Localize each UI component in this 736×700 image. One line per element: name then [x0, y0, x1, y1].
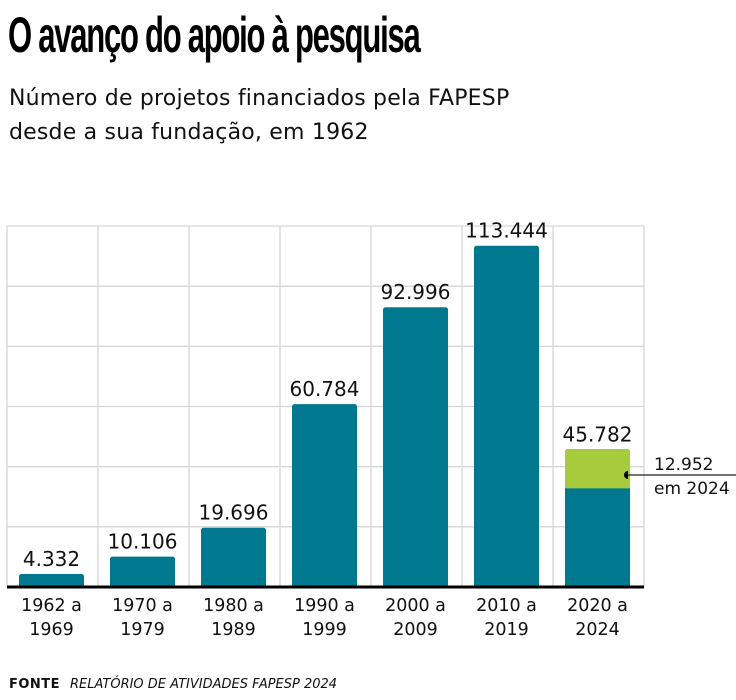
value-labels: 4.332 10.106 19.696 60.784 92.996 113.444 45.7…	[23, 219, 633, 571]
annotation-text: em 2024	[654, 479, 730, 499]
source-text: RELATÓRIO DE ATIVIDADES FAPESP 2024	[69, 677, 338, 692]
bar-highlight-segment-edge	[565, 485, 630, 489]
annotation-marker	[624, 470, 628, 479]
value-label: 4.332	[23, 547, 80, 571]
x-tick-label: 1999	[302, 620, 347, 640]
value-label: 45.782	[563, 422, 633, 446]
chart-title: O avanço do apoio à pesquisa	[8, 7, 421, 63]
x-tick-label: 1989	[211, 620, 256, 640]
source-note: FONTE RELATÓRIO DE ATIVIDADES FAPESP 202…	[9, 675, 337, 692]
subtitle-line-2: desde a sua fundação, em 1962	[9, 120, 369, 145]
x-tick-label: 2000 a	[385, 596, 446, 616]
source-label: FONTE	[9, 677, 61, 692]
bar	[292, 404, 357, 587]
value-label: 10.106	[108, 530, 178, 554]
value-label: 92.996	[381, 280, 451, 304]
bar-chart: 4.332 10.106 19.696 60.784 92.996 113.444 45.7…	[6, 219, 736, 640]
x-axis-labels: 1962 a 1969 1970 a 1979 1980 a 1989 1990 a 1999…	[21, 596, 628, 640]
bar-highlight-segment	[565, 449, 630, 489]
x-tick-label: 2009	[393, 620, 438, 640]
x-tick-label: 1970 a	[112, 596, 173, 616]
value-label: 113.444	[465, 219, 548, 243]
subtitle-line-1: Número de projetos financiados pela FAPE…	[9, 86, 510, 111]
bar	[383, 307, 448, 587]
annotation-value: 12.952	[654, 455, 713, 475]
chart-subtitle: Número de projetos financiados pela FAPE…	[9, 82, 649, 150]
highlight-annotation: 12.952 em 2024	[624, 455, 736, 499]
bar	[110, 556, 175, 587]
x-tick-label: 2020 a	[567, 596, 628, 616]
bar	[474, 245, 539, 587]
x-tick-label: 1969	[29, 620, 74, 640]
x-tick-label: 1990 a	[294, 596, 355, 616]
x-tick-label: 1980 a	[203, 596, 264, 616]
x-tick-label: 2019	[484, 620, 529, 640]
bar	[201, 527, 266, 587]
x-tick-label: 1979	[120, 620, 165, 640]
bars	[19, 245, 630, 587]
x-tick-label: 2010 a	[476, 596, 537, 616]
bar	[19, 573, 84, 587]
grid	[6, 225, 645, 587]
x-tick-label: 1962 a	[21, 596, 82, 616]
value-label: 60.784	[290, 377, 360, 401]
value-label: 19.696	[199, 501, 269, 525]
x-tick-label: 2024	[575, 620, 620, 640]
